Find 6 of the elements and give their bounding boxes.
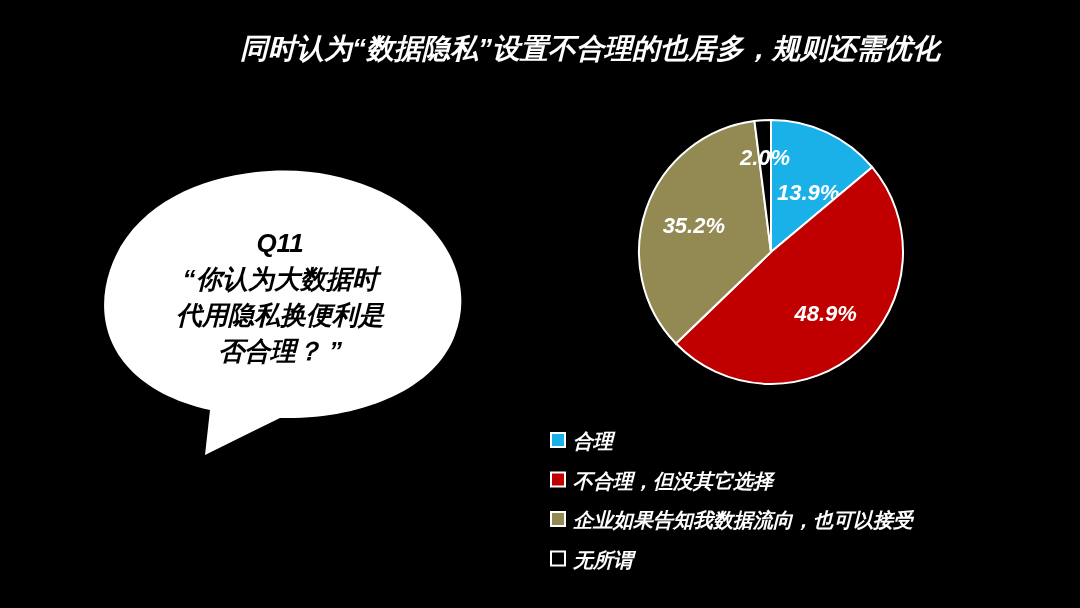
legend-label: 合理 (573, 430, 616, 452)
legend-label: 不合理，但没其它选择 (573, 469, 776, 492)
legend-label: 企业如果告知我数据流向，也可以接受 (573, 509, 915, 531)
title: 同时认为“数据隐私”设置不合理的也居多，规则还需优化 (240, 33, 940, 64)
annotation: Q11 “你认为大数据时代用隐私换便利是否合理？ ” (176, 228, 384, 366)
legend-label: 无所谓 (572, 548, 637, 571)
